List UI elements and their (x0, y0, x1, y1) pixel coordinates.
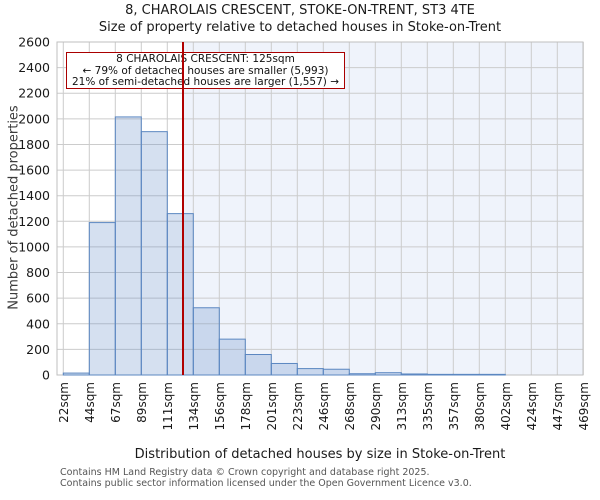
bar-178sqm (244, 354, 272, 376)
bar-246sqm (322, 368, 350, 376)
x-tick-label: 89sqm (135, 382, 149, 423)
x-tick-label: 335sqm (421, 382, 435, 430)
x-axis-label: Distribution of detached houses by size … (134, 447, 506, 462)
x-tick-label: 402sqm (499, 382, 513, 430)
y-tick-label: 2000 (18, 111, 50, 126)
x-tick-label: 469sqm (577, 382, 591, 430)
x-tick-label: 357sqm (447, 382, 461, 430)
y-tick-label: 2400 (18, 60, 50, 75)
x-tick-label: 424sqm (525, 382, 539, 430)
chart-subtitle: Size of property relative to detached ho… (98, 20, 502, 35)
x-tick-label: 290sqm (369, 382, 383, 430)
x-tick-label: 22sqm (57, 382, 71, 423)
bar-290sqm (374, 372, 402, 376)
x-tick-label: 268sqm (343, 382, 357, 430)
x-tick-label: 178sqm (239, 382, 253, 430)
y-tick-label: 200 (26, 342, 50, 357)
bar-380sqm (478, 373, 506, 376)
x-tick-label: 67sqm (109, 382, 123, 423)
annotation-property-line: 8 CHAROLAIS CRESCENT: 125sqm (116, 53, 295, 65)
y-tick-label: 400 (26, 316, 50, 331)
x-tick-label: 447sqm (551, 382, 565, 430)
larger-properties-shade (183, 42, 583, 375)
bar-89sqm (140, 131, 168, 376)
x-tick-label: 246sqm (317, 382, 331, 430)
bar-357sqm (452, 373, 480, 376)
bar-22sqm (62, 372, 90, 376)
bar-335sqm (426, 373, 454, 376)
y-tick-label: 1400 (18, 188, 50, 203)
bar-268sqm (348, 373, 376, 376)
bar-67sqm (114, 116, 142, 376)
x-tick-label: 201sqm (265, 382, 279, 430)
x-tick-label: 44sqm (83, 382, 97, 423)
bar-156sqm (218, 338, 246, 376)
annotation-box: 8 CHAROLAIS CRESCENT: 125sqm ← 79% of de… (66, 52, 345, 89)
annotation-smaller-line: ← 79% of detached houses are smaller (5,… (82, 64, 329, 77)
x-tick-label: 313sqm (395, 382, 409, 430)
y-tick-label: 1200 (18, 214, 50, 229)
x-tick-label: 380sqm (473, 382, 487, 430)
bar-111sqm (166, 213, 194, 376)
x-tick-label: 156sqm (213, 382, 227, 430)
y-tick-label: 600 (26, 291, 50, 306)
property-size-marker-line (182, 42, 184, 375)
bar-313sqm (400, 373, 428, 376)
x-tick-label: 223sqm (291, 382, 305, 430)
y-tick-label: 0 (42, 368, 50, 383)
y-tick-label: 2200 (18, 86, 50, 101)
footer: Contains HM Land Registry data © Crown c… (60, 467, 472, 489)
y-tick-label: 1000 (18, 239, 50, 254)
y-tick-label: 800 (26, 265, 50, 280)
annotation-larger-line: 21% of semi-detached houses are larger (… (71, 76, 339, 88)
bar-134sqm (192, 307, 220, 376)
x-tick-label: 111sqm (161, 382, 175, 430)
y-tick-label: 2600 (18, 35, 50, 50)
y-tick-label: 1800 (18, 137, 50, 152)
footer-line-2: Contains public sector information licen… (60, 477, 472, 489)
bar-44sqm (88, 222, 116, 376)
y-tick-label: 1600 (18, 163, 50, 178)
bar-223sqm (296, 368, 324, 376)
histogram-plot: 0 200 400 600 800 1000 1200 1400 1600 1800 2000 220… (18, 35, 591, 431)
bar-201sqm (270, 362, 298, 376)
x-tick-label: 134sqm (187, 382, 201, 430)
footer-line-1: Contains HM Land Registry data © Crown c… (60, 467, 430, 478)
chart-title: 8, CHAROLAIS CRESCENT, STOKE-ON-TRENT, S… (125, 3, 475, 18)
